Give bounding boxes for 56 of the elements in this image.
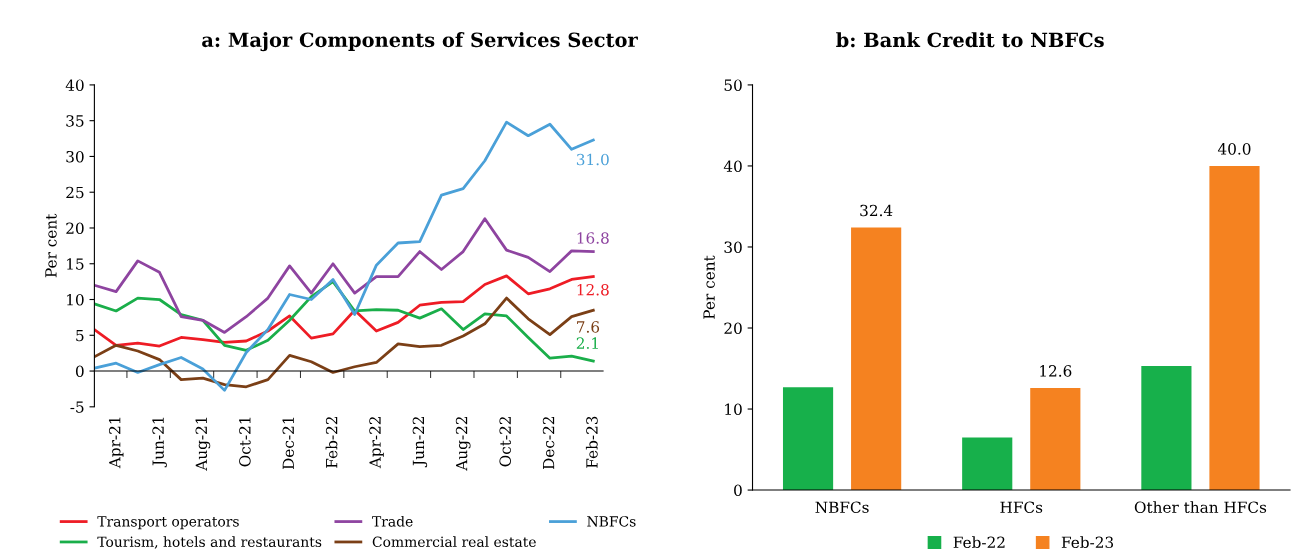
x-tick-label: Feb-22 [325,417,338,468]
legend-label: NBFCs [587,516,636,527]
x-tick-label: Aug-21 [195,417,211,471]
bar [851,227,902,491]
y-tick-label: 50 [724,79,742,91]
y-tick-label: 0 [734,484,742,497]
x-tick-label: Aug-22 [455,416,471,471]
data-label: 7.6 [577,321,600,333]
bar [962,437,1013,491]
y-tick-label: 40 [65,79,84,91]
y-axis-title: Per cent [703,255,715,319]
data-label: 12.6 [1040,365,1072,377]
y-tick-label: 10 [725,403,742,416]
y-tick-label: 0 [75,365,84,378]
y-tick-label: 10 [67,293,84,306]
y-tick-label: 40 [723,160,742,172]
legend-label: Tourism, hotels and restaurants [97,536,322,549]
legend-label: Trade [372,515,413,527]
x-tick-label: Jun-21 [152,417,167,468]
y-tick-label: -5 [70,401,84,413]
data-label: 16.8 [577,232,609,244]
x-tick-label: Dec-21 [282,417,295,470]
y-tick-label: 20 [724,322,742,335]
y-tick-label: 35 [66,115,84,127]
data-label: 2.1 [576,337,598,349]
y-tick-label: 5 [76,329,84,342]
data-label: 12.8 [577,283,609,296]
y-tick-label: 20 [66,222,84,234]
bar [782,387,834,491]
y-tick-label: 30 [724,241,742,253]
bar [1030,387,1081,491]
x-tick-label: Apr-22 [369,416,384,469]
bar [1209,165,1260,491]
x-tick-label: Oct-21 [239,417,251,467]
x-tick-label: Jun-22 [412,416,428,468]
y-tick-label: 30 [66,150,84,163]
x-tick-label: Apr-21 [108,417,124,469]
bar [1141,366,1192,491]
data-label: 32.4 [860,204,893,217]
x-tick-label: Other than HFCs [1134,501,1267,513]
x-tick-label: Dec-22 [542,416,555,470]
chart-title: a: Major Components of Services Sector [202,32,638,52]
x-tick-label: Feb-23 [585,416,598,468]
legend-label: Feb-22 [953,536,1005,549]
data-label: 40.0 [1217,143,1251,155]
x-tick-label: HFCs [1000,501,1043,513]
x-tick-label: NBFCs [815,501,869,513]
y-axis-title: Per cent [45,213,57,278]
y-tick-label: 15 [67,258,84,270]
legend-label: Feb-23 [1061,536,1114,549]
x-tick-label: Oct-22 [499,416,511,467]
chart-title: b: Bank Credit to NBFCs [836,32,1104,48]
y-tick-label: 25 [66,186,84,199]
legend-label: Transport operators [97,516,239,530]
legend-label: Commercial real estate [372,536,536,548]
data-label: 31.0 [576,153,609,166]
